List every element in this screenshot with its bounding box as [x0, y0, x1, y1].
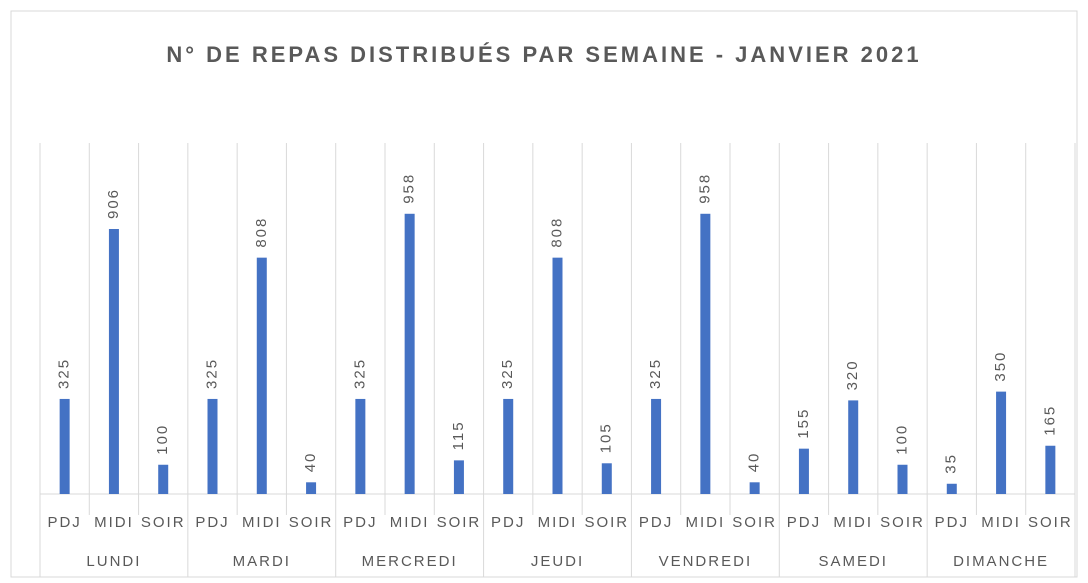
- bar: [256, 257, 267, 494]
- data-label: 40: [302, 452, 319, 473]
- bar: [59, 398, 70, 494]
- x-tick-label: PDJ: [195, 514, 229, 531]
- bar: [651, 398, 662, 494]
- bar: [306, 482, 317, 494]
- data-label: 808: [253, 217, 270, 248]
- data-label: 325: [647, 358, 664, 389]
- group-label: VENDREDI: [659, 553, 753, 570]
- x-tick-label: SOIR: [437, 514, 482, 531]
- x-tick-label: SOIR: [584, 514, 629, 531]
- group-label: LUNDI: [86, 553, 141, 570]
- bar: [897, 464, 908, 494]
- group-label: SAMEDI: [818, 553, 888, 570]
- data-label: 325: [203, 358, 220, 389]
- data-label: 325: [499, 358, 516, 389]
- bar: [207, 398, 218, 494]
- x-tick-label: MIDI: [686, 514, 726, 531]
- x-tick-label: MIDI: [538, 514, 578, 531]
- bar: [749, 482, 760, 494]
- data-label: 325: [56, 358, 73, 389]
- x-tick-label: PDJ: [639, 514, 673, 531]
- bar: [1045, 445, 1056, 494]
- data-label: 350: [992, 351, 1009, 382]
- data-label: 115: [450, 420, 467, 450]
- bar: [798, 448, 809, 494]
- bar: [108, 228, 119, 494]
- x-tick-label: PDJ: [787, 514, 821, 531]
- data-label: 906: [105, 188, 122, 219]
- x-tick-label: SOIR: [289, 514, 334, 531]
- bar: [946, 483, 957, 494]
- data-label: 40: [746, 452, 763, 473]
- bar: [503, 398, 514, 494]
- chart-border: [10, 10, 1078, 578]
- group-label: MARDI: [233, 553, 291, 570]
- bar: [700, 213, 711, 494]
- x-tick-label: PDJ: [491, 514, 525, 531]
- data-label: 325: [351, 358, 368, 389]
- x-tick-label: SOIR: [141, 514, 186, 531]
- x-tick-label: MIDI: [833, 514, 873, 531]
- x-tick-label: PDJ: [343, 514, 377, 531]
- data-label: 155: [795, 408, 812, 439]
- data-label: 35: [943, 453, 960, 474]
- chart-title: N° DE REPAS DISTRIBUÉS PAR SEMAINE - JAN…: [166, 42, 922, 67]
- data-label: 100: [154, 424, 171, 455]
- x-tick-label: SOIR: [732, 514, 777, 531]
- bar: [996, 391, 1007, 494]
- x-tick-label: MIDI: [242, 514, 282, 531]
- x-tick-label: MIDI: [981, 514, 1021, 531]
- data-label: 320: [844, 359, 861, 390]
- data-label: 808: [548, 217, 565, 248]
- bar: [848, 400, 859, 494]
- x-tick-label: PDJ: [47, 514, 81, 531]
- data-label: 958: [401, 173, 418, 204]
- x-tick-label: MIDI: [390, 514, 430, 531]
- data-label: 100: [893, 424, 910, 455]
- bar: [404, 213, 415, 494]
- bar: [355, 398, 366, 494]
- x-tick-label: SOIR: [1028, 514, 1073, 531]
- group-label: JEUDI: [531, 553, 584, 570]
- bar: [552, 257, 563, 494]
- data-label: 105: [598, 422, 615, 453]
- data-label: 958: [696, 173, 713, 204]
- x-tick-label: PDJ: [935, 514, 969, 531]
- x-tick-label: MIDI: [94, 514, 134, 531]
- bar: [158, 464, 169, 494]
- x-tick-label: SOIR: [880, 514, 925, 531]
- bar: [601, 463, 612, 494]
- group-label: MERCREDI: [362, 553, 458, 570]
- bar: [453, 460, 464, 494]
- data-label: 165: [1041, 405, 1058, 436]
- group-label: DIMANCHE: [953, 553, 1049, 570]
